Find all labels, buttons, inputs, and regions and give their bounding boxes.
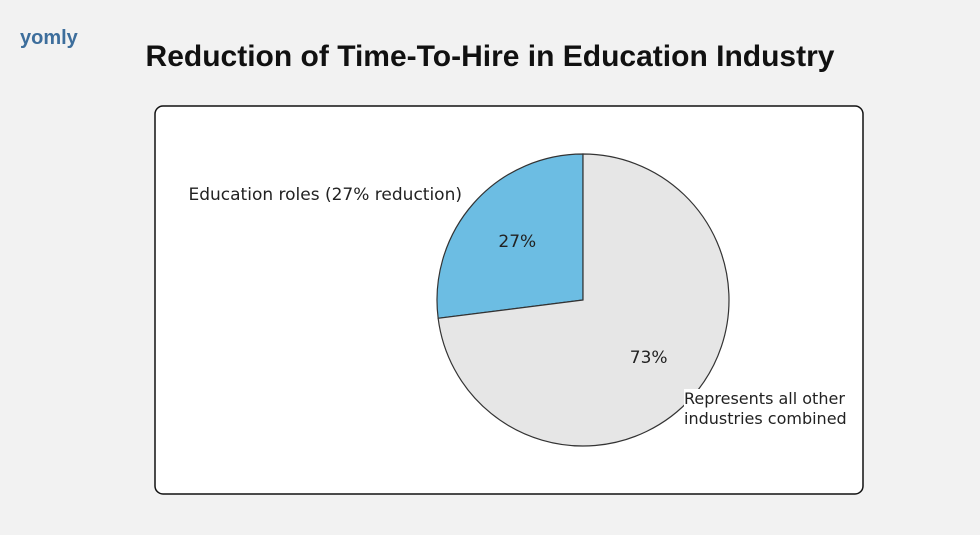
value-label: 73% <box>630 348 668 368</box>
category-label: Education roles (27% reduction) <box>188 185 462 205</box>
chart-title: Reduction of Time-To-Hire in Education I… <box>146 40 835 73</box>
value-label: 27% <box>498 232 536 252</box>
category-label: Represents all other industries combined <box>684 389 862 429</box>
logo: yomly <box>20 27 79 49</box>
pie-slice <box>436 153 584 319</box>
